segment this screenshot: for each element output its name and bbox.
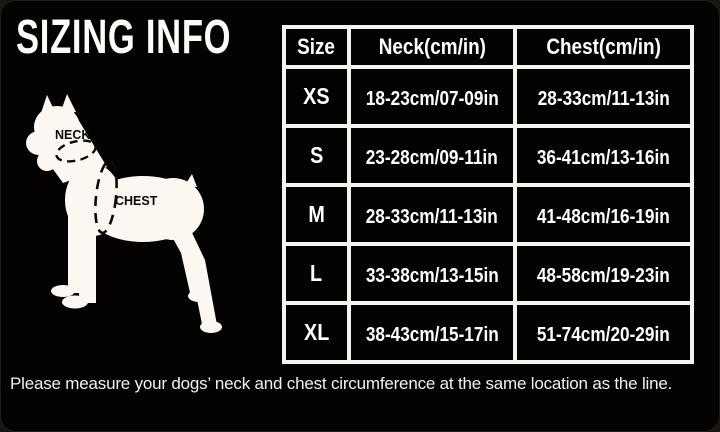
neck-cell: 18-23cm/07-09in [347, 65, 517, 128]
chest-cell: 51-74cm/20-29in [513, 301, 694, 364]
chest-cell: 36-41cm/13-16in [513, 124, 694, 187]
table-header-row: Size Neck(cm/in) Chest(cm/in) [282, 25, 694, 69]
dog-hind-paw-near [200, 321, 222, 333]
table-row-xl: XL 38-43cm/15-17in 51-74cm/20-29in [282, 301, 694, 364]
chest-label: CHEST [115, 194, 158, 208]
size-cell: XL [282, 301, 351, 364]
sizing-table: Size Neck(cm/in) Chest(cm/in) XS 18-23cm… [282, 25, 694, 364]
header-size: Size [282, 25, 351, 69]
dog-measurement-diagram: NECK CHEST [15, 85, 265, 365]
size-cell: S [282, 124, 351, 187]
neck-measure-line [55, 139, 97, 163]
dog-front-leg-near [79, 200, 96, 303]
chest-cell: 41-48cm/16-19in [513, 183, 694, 246]
chest-measure-line [94, 159, 118, 235]
page-title: SIZING INFO [16, 11, 232, 64]
size-cell: M [282, 183, 351, 246]
neck-cell: 38-43cm/15-17in [347, 301, 517, 364]
dog-front-paw-far [51, 285, 75, 297]
neck-cell: 23-28cm/09-11in [347, 124, 517, 187]
neck-cell: 28-33cm/11-13in [347, 183, 517, 246]
size-cell: XS [282, 65, 351, 128]
chest-cell: 28-33cm/11-13in [513, 65, 694, 128]
table-row-xs: XS 18-23cm/07-09in 28-33cm/11-13in [282, 65, 694, 128]
neck-cell: 33-38cm/13-15in [347, 242, 517, 305]
header-chest: Chest(cm/in) [513, 25, 694, 69]
dog-diagram-svg: NECK CHEST [26, 94, 222, 333]
dog-tail [185, 174, 197, 187]
size-cell: L [282, 242, 351, 305]
table-row-l: L 33-38cm/13-15in 48-58cm/19-23in [282, 242, 694, 305]
dog-hind-leg-near [170, 218, 217, 329]
table-row-s: S 23-28cm/09-11in 36-41cm/13-16in [282, 124, 694, 187]
measurement-note: Please measure your dogs’ neck and chest… [10, 374, 673, 393]
neck-label: NECK [55, 128, 90, 142]
chest-cell: 48-58cm/19-23in [513, 242, 694, 305]
dog-silhouette [26, 94, 222, 333]
table-row-m: M 28-33cm/11-13in 41-48cm/16-19in [282, 183, 694, 246]
header-neck: Neck(cm/in) [347, 25, 517, 69]
dog-thigh [142, 178, 204, 240]
dog-front-paw-near [62, 295, 88, 309]
